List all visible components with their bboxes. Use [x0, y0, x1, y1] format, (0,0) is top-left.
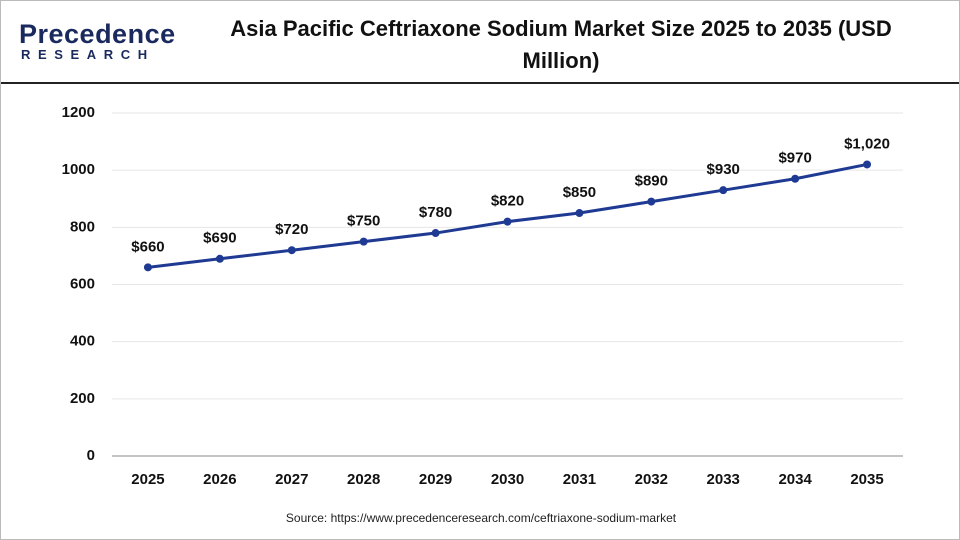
y-tick-label: 400 [70, 333, 95, 350]
value-label: $970 [778, 150, 811, 167]
x-tick-label: 2030 [491, 471, 524, 488]
point [287, 246, 296, 255]
source: Source: https://www.precedenceresearch.c… [286, 511, 677, 525]
y-tick-label: 0 [87, 447, 95, 464]
x-tick-label: 2025 [131, 471, 164, 488]
x-tick-label: 2028 [347, 471, 380, 488]
point [863, 160, 872, 169]
y-tick-label: 600 [70, 275, 95, 292]
point [647, 197, 656, 206]
value-label: $820 [491, 193, 524, 210]
x-tick-label: 2034 [778, 471, 812, 488]
value-label: $890 [635, 173, 668, 190]
logo-tagline: RESEARCH [21, 47, 155, 62]
x-tick-label: 2035 [850, 471, 883, 488]
y-tick-label: 800 [70, 218, 95, 235]
x-tick-label: 2027 [275, 471, 308, 488]
x-tick-label: 2026 [203, 471, 236, 488]
x-tick-label: 2031 [563, 471, 596, 488]
point [143, 263, 152, 272]
point [575, 209, 584, 218]
y-tick-label: 200 [70, 390, 95, 407]
x-tick-label: 2029 [419, 471, 452, 488]
point [359, 237, 368, 246]
value-label: $660 [131, 238, 164, 255]
value-label: $750 [347, 213, 380, 230]
point [791, 174, 800, 183]
chart-title: Asia Pacific Ceftriaxone Sodium Market S… [230, 16, 892, 73]
value-label: $1,020 [844, 135, 890, 152]
value-label: $850 [563, 184, 596, 201]
value-label: $780 [419, 204, 452, 221]
point [503, 217, 512, 226]
value-label: $720 [275, 221, 308, 238]
header-rule [1, 82, 959, 84]
y-tick-label: 1200 [62, 104, 95, 121]
value-label: $690 [203, 230, 236, 247]
line [147, 162, 868, 269]
logo-name: Precedence [19, 19, 176, 49]
x-tick-label: 2032 [635, 471, 668, 488]
y-tick-label: 1000 [62, 161, 95, 178]
x-tick-label: 2033 [707, 471, 740, 488]
value-label: $930 [707, 161, 740, 178]
point [215, 254, 224, 263]
point [719, 186, 728, 195]
point [431, 229, 440, 238]
